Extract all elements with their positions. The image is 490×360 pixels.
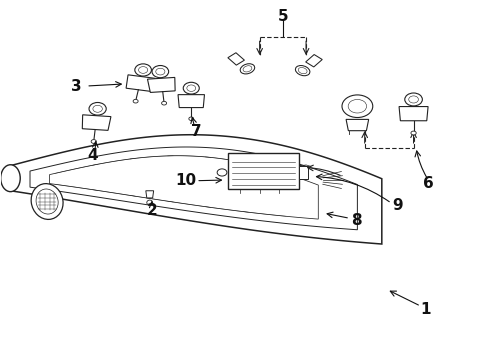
- Circle shape: [411, 131, 416, 135]
- Circle shape: [93, 105, 102, 112]
- Polygon shape: [82, 115, 111, 130]
- Polygon shape: [30, 147, 357, 230]
- Polygon shape: [147, 77, 175, 93]
- Circle shape: [91, 140, 97, 143]
- Text: 5: 5: [278, 9, 289, 24]
- Ellipse shape: [298, 68, 307, 74]
- Polygon shape: [299, 166, 308, 179]
- Polygon shape: [228, 53, 245, 65]
- Polygon shape: [228, 153, 299, 189]
- Circle shape: [133, 99, 138, 103]
- Circle shape: [89, 103, 106, 115]
- Circle shape: [409, 96, 418, 103]
- Text: 2: 2: [147, 203, 158, 218]
- Ellipse shape: [295, 66, 310, 76]
- Circle shape: [162, 102, 167, 105]
- Ellipse shape: [240, 64, 255, 74]
- Ellipse shape: [0, 165, 20, 192]
- Circle shape: [156, 68, 165, 75]
- Polygon shape: [126, 75, 155, 91]
- Polygon shape: [49, 156, 319, 219]
- Circle shape: [152, 66, 169, 78]
- Text: 9: 9: [392, 198, 403, 213]
- Text: 6: 6: [423, 176, 434, 191]
- Circle shape: [189, 117, 194, 121]
- Ellipse shape: [147, 200, 153, 205]
- Text: 8: 8: [351, 213, 362, 228]
- Circle shape: [405, 93, 422, 106]
- Polygon shape: [178, 95, 204, 108]
- Circle shape: [139, 67, 147, 73]
- Text: 4: 4: [87, 148, 98, 163]
- Ellipse shape: [31, 184, 63, 219]
- Polygon shape: [346, 120, 368, 131]
- Circle shape: [342, 95, 373, 117]
- Text: 7: 7: [191, 124, 201, 139]
- Circle shape: [348, 99, 367, 113]
- Polygon shape: [10, 135, 382, 244]
- Ellipse shape: [243, 66, 252, 72]
- Text: 3: 3: [71, 78, 82, 94]
- Circle shape: [183, 82, 199, 94]
- Text: 10: 10: [175, 173, 196, 188]
- Polygon shape: [399, 107, 428, 121]
- Polygon shape: [306, 54, 322, 67]
- Circle shape: [135, 64, 151, 76]
- Circle shape: [187, 85, 196, 91]
- Polygon shape: [146, 191, 154, 198]
- Text: 1: 1: [420, 302, 431, 316]
- Circle shape: [217, 169, 227, 176]
- Ellipse shape: [36, 189, 58, 214]
